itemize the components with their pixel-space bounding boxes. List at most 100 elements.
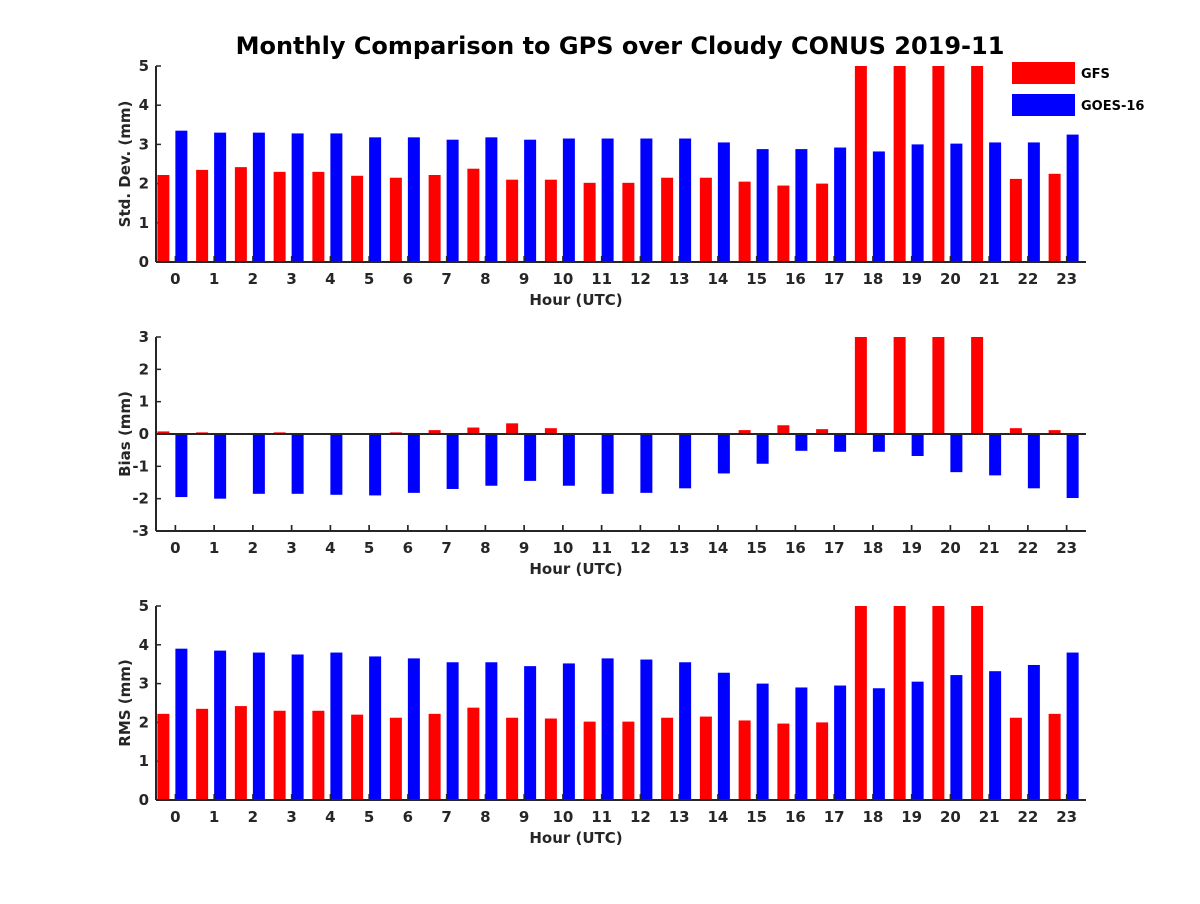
bar-goes-16-1 xyxy=(214,650,227,800)
bar-gfs-15 xyxy=(738,430,751,434)
legend-swatch-gfs xyxy=(1012,62,1075,84)
bar-goes-16-6 xyxy=(407,434,420,493)
y-axis-label: Bias (mm) xyxy=(116,391,134,477)
bar-gfs-18 xyxy=(854,337,867,434)
x-tick-label: 21 xyxy=(979,539,1000,557)
bar-goes-16-11 xyxy=(601,434,614,494)
bar-gfs-5 xyxy=(351,175,364,262)
bar-goes-16-17 xyxy=(834,147,847,262)
bar-gfs-20 xyxy=(932,606,945,800)
x-tick-label: 10 xyxy=(552,808,573,826)
bar-goes-16-20 xyxy=(950,143,963,262)
bar-goes-16-3 xyxy=(291,434,304,494)
bar-gfs-1 xyxy=(196,169,209,262)
x-tick-label: 12 xyxy=(630,808,651,826)
bar-gfs-13 xyxy=(661,717,674,800)
x-tick-label: 7 xyxy=(441,808,451,826)
bar-gfs-9 xyxy=(506,179,519,262)
bar-goes-16-13 xyxy=(679,434,692,489)
bar-goes-16-21 xyxy=(989,142,1002,262)
bar-goes-16-0 xyxy=(175,648,188,800)
y-tick-label: -2 xyxy=(132,490,149,508)
bar-gfs-12 xyxy=(622,182,635,262)
bar-goes-16-21 xyxy=(989,671,1002,800)
bar-goes-16-7 xyxy=(446,139,459,262)
bar-goes-16-9 xyxy=(524,139,537,262)
x-tick-label: 1 xyxy=(209,270,219,288)
x-tick-label: 13 xyxy=(669,808,690,826)
x-tick-label: 16 xyxy=(785,539,806,557)
bar-goes-16-6 xyxy=(407,137,420,262)
x-tick-label: 0 xyxy=(170,270,180,288)
y-axis-label: Std. Dev. (mm) xyxy=(116,101,134,228)
bar-gfs-22 xyxy=(1009,717,1022,800)
x-tick-label: 4 xyxy=(325,808,335,826)
bar-goes-16-13 xyxy=(679,662,692,800)
x-tick-label: 22 xyxy=(1017,539,1038,557)
y-tick-label: 1 xyxy=(139,214,149,232)
x-tick-label: 5 xyxy=(364,270,374,288)
x-tick-label: 18 xyxy=(862,270,883,288)
x-tick-label: 20 xyxy=(940,539,961,557)
bar-gfs-19 xyxy=(893,66,906,262)
x-tick-label: 3 xyxy=(286,539,296,557)
y-axis-label: RMS (mm) xyxy=(116,659,134,746)
y-tick-label: 1 xyxy=(139,752,149,770)
x-tick-label: 8 xyxy=(480,270,490,288)
bar-gfs-15 xyxy=(738,720,751,800)
bar-gfs-0 xyxy=(157,431,170,434)
bar-gfs-19 xyxy=(893,606,906,800)
bar-gfs-0 xyxy=(157,713,170,800)
bar-goes-16-16 xyxy=(795,687,808,800)
x-tick-label: 1 xyxy=(209,539,219,557)
bar-gfs-20 xyxy=(932,337,945,434)
x-tick-label: 4 xyxy=(325,270,335,288)
x-axis-label: Hour (UTC) xyxy=(529,560,622,578)
bar-goes-16-5 xyxy=(369,434,382,496)
bar-gfs-11 xyxy=(583,721,596,800)
bar-gfs-17 xyxy=(816,429,829,434)
bar-gfs-10 xyxy=(544,718,557,800)
bar-gfs-7 xyxy=(428,713,441,800)
bar-gfs-3 xyxy=(273,710,286,800)
x-tick-label: 18 xyxy=(862,808,883,826)
bar-gfs-22 xyxy=(1009,178,1022,262)
bar-gfs-2 xyxy=(234,167,247,262)
bar-gfs-14 xyxy=(699,716,712,800)
x-tick-label: 5 xyxy=(364,539,374,557)
bar-gfs-21 xyxy=(971,337,984,434)
bar-goes-16-8 xyxy=(485,434,498,486)
bar-gfs-22 xyxy=(1009,428,1022,434)
bar-gfs-21 xyxy=(971,606,984,800)
x-tick-label: 16 xyxy=(785,270,806,288)
x-tick-label: 6 xyxy=(403,270,413,288)
x-tick-label: 19 xyxy=(901,270,922,288)
x-tick-label: 0 xyxy=(170,539,180,557)
x-tick-label: 23 xyxy=(1056,808,1077,826)
x-axis-label: Hour (UTC) xyxy=(529,829,622,847)
bar-gfs-15 xyxy=(738,181,751,262)
bar-goes-16-19 xyxy=(911,144,924,262)
bar-goes-16-4 xyxy=(330,434,343,495)
bar-goes-16-10 xyxy=(562,663,575,800)
x-tick-label: 5 xyxy=(364,808,374,826)
x-tick-label: 8 xyxy=(480,539,490,557)
bar-goes-16-11 xyxy=(601,658,614,800)
bar-goes-16-12 xyxy=(640,138,653,262)
x-tick-label: 13 xyxy=(669,539,690,557)
bar-goes-16-23 xyxy=(1066,434,1079,499)
bar-goes-16-2 xyxy=(252,652,265,800)
y-tick-label: 0 xyxy=(139,253,149,271)
x-tick-label: 17 xyxy=(824,539,845,557)
y-tick-label: -3 xyxy=(132,522,149,540)
x-tick-label: 11 xyxy=(591,539,612,557)
y-tick-label: 2 xyxy=(139,713,149,731)
x-tick-label: 0 xyxy=(170,808,180,826)
bar-goes-16-8 xyxy=(485,662,498,800)
bar-gfs-23 xyxy=(1048,173,1061,262)
bar-gfs-8 xyxy=(467,168,480,262)
x-tick-label: 20 xyxy=(940,270,961,288)
y-tick-label: 3 xyxy=(139,135,149,153)
x-tick-label: 9 xyxy=(519,539,529,557)
